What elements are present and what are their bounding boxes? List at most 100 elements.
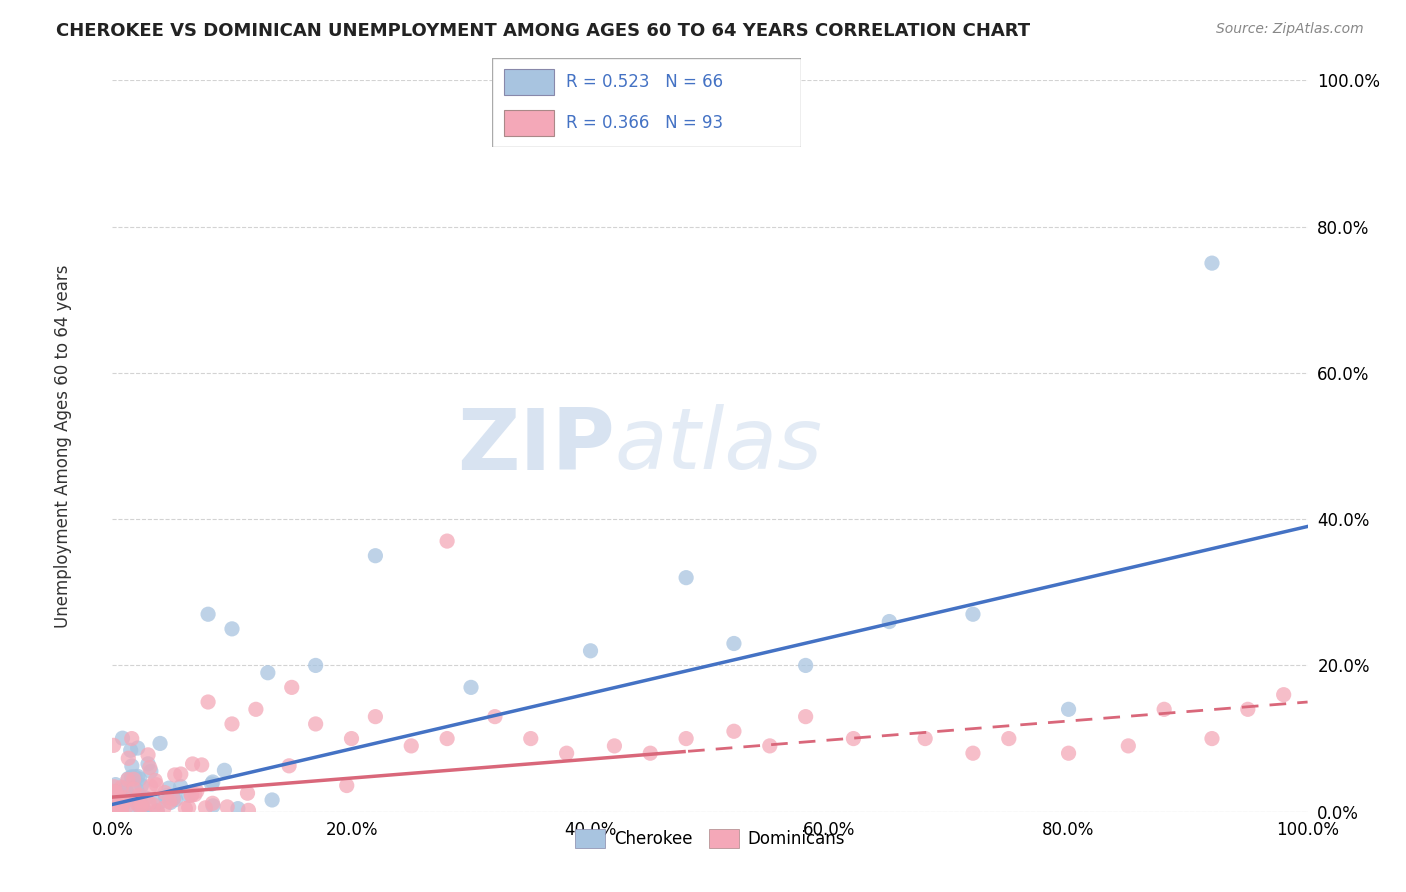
Point [305,658,328,673]
Point [108,791,131,805]
Point [336,779,359,793]
Text: Unemployment Among Ages 60 to 64 years: Unemployment Among Ages 60 to 64 years [55,264,72,628]
Point [163,768,186,782]
Point [1201,256,1223,270]
Point [117,772,139,787]
Point [103,739,125,753]
Point [842,731,865,746]
Point [127,797,149,812]
Point [364,709,387,723]
Point [121,731,143,746]
Point [460,681,482,695]
Text: R = 0.523   N = 66: R = 0.523 N = 66 [567,72,724,91]
Point [180,788,202,802]
Text: Source: ZipAtlas.com: Source: ZipAtlas.com [1216,22,1364,37]
Point [520,731,543,746]
Point [177,800,200,814]
Point [484,709,506,723]
Point [236,786,259,800]
Point [124,770,146,784]
Point [104,785,127,799]
Point [226,802,249,816]
Point [998,731,1021,746]
Point [201,797,224,811]
Text: atlas: atlas [614,404,823,488]
Point [197,607,219,622]
Point [340,731,363,746]
Point [177,789,200,803]
Point [136,756,159,771]
Point [914,731,936,746]
Point [114,789,136,803]
Point [170,767,193,781]
Text: ZIP: ZIP [457,404,614,488]
Point [1057,702,1080,716]
Point [107,790,129,805]
Text: R = 0.366   N = 93: R = 0.366 N = 93 [567,113,724,132]
Point [131,798,153,813]
Point [640,746,662,760]
Point [278,759,301,773]
Bar [505,110,554,136]
Point [146,804,169,818]
Point [111,731,134,746]
Point [364,549,387,563]
Point [128,789,150,803]
Point [281,681,304,695]
Point [200,777,222,791]
Point [190,758,212,772]
Point [132,801,155,815]
Point [174,801,197,815]
Text: CHEROKEE VS DOMINICAN UNEMPLOYMENT AMONG AGES 60 TO 64 YEARS CORRELATION CHART: CHEROKEE VS DOMINICAN UNEMPLOYMENT AMONG… [56,22,1031,40]
Point [120,743,142,757]
Point [127,741,149,756]
Point [121,804,143,818]
Point [117,772,139,786]
Point [131,779,153,793]
Point [184,788,207,802]
Point [401,739,423,753]
Point [142,797,165,812]
Point [125,782,148,797]
Point [159,795,181,809]
Point [128,772,150,786]
Point [104,802,127,816]
Point [110,802,132,816]
Point [153,801,176,815]
Point [794,658,817,673]
Point [114,801,136,815]
Point [145,778,167,792]
Point [143,773,166,788]
Point [139,779,162,793]
Point [127,769,149,783]
Point [103,790,125,805]
Bar [505,69,554,95]
Point [128,799,150,814]
Point [675,571,697,585]
Point [112,797,135,811]
Point [121,770,143,784]
Point [675,731,697,746]
Point [111,794,134,808]
Point [104,798,127,813]
Point [202,798,225,813]
Point [149,736,172,750]
Point [194,801,217,815]
Point [162,792,184,806]
Point [114,795,136,809]
Point [101,784,124,798]
Point [136,747,159,762]
Point [135,791,157,805]
Point [122,772,145,787]
Point [134,805,156,819]
Point [262,793,284,807]
Point [138,796,160,810]
Point [186,784,208,798]
Point [1118,739,1140,753]
Point [962,607,984,622]
Point [155,789,177,803]
Point [114,790,136,805]
Point [129,798,152,813]
Point [794,709,817,723]
Point [201,775,224,789]
